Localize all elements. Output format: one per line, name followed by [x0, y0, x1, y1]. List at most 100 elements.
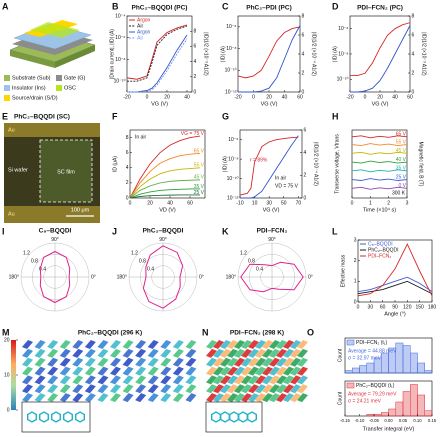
polar-grid [151, 265, 175, 289]
molecule-ring [63, 411, 74, 423]
crystal-pattern [220, 375, 231, 385]
crystal-pattern [248, 384, 259, 394]
molecule-inset [205, 401, 263, 433]
y2-tick-label: 6 [412, 32, 415, 38]
angle-label: 90° [51, 237, 59, 243]
x-tick-label: 2 [387, 200, 390, 206]
crystal-pattern [290, 375, 301, 385]
crystal-pattern [147, 375, 159, 385]
y-axis-label: Count [337, 391, 343, 405]
colorbar-tick-label: 0 [7, 407, 10, 413]
y-tick-label: 10⁻⁶ [115, 35, 125, 41]
x-tick-label: 0 [364, 94, 367, 100]
series-line [351, 151, 408, 155]
crystal-pattern [22, 366, 33, 376]
crystal-pattern [172, 348, 184, 358]
micrograph [4, 123, 100, 223]
crystal-pattern [227, 340, 238, 349]
crystal-pattern [290, 357, 301, 367]
crystal-pattern [241, 375, 252, 385]
molecule-ring [51, 411, 61, 423]
crystal-pattern [283, 384, 294, 394]
panel-title: C₈–BQQDI [39, 228, 72, 235]
crystal-pattern [283, 357, 294, 367]
crystal-pattern [135, 366, 147, 376]
y-tick-label: 10⁻¹² [225, 89, 237, 95]
polar-grid [20, 242, 90, 312]
series-line [129, 135, 201, 199]
crystal-pattern [220, 340, 231, 349]
legend-label: PhC₂–BQQDI (t₁) [356, 383, 395, 389]
y-axis-label: Transverse voltage, Vtrans [334, 134, 340, 194]
x-axis-label: VG (V) [151, 101, 168, 107]
crystal-pattern [97, 348, 109, 358]
r-tick-label: 0.8 [31, 258, 38, 264]
molecule-ring [246, 411, 257, 423]
crystal-pattern [160, 384, 172, 394]
crystal-pattern [283, 348, 294, 358]
crystal-pattern [22, 375, 33, 385]
crystal-pattern [34, 340, 46, 349]
x-tick-label: 10 [252, 200, 258, 206]
crystal-pattern [84, 340, 96, 349]
crystal-pattern [72, 340, 84, 349]
crystal-pattern [290, 366, 301, 376]
crystal-pattern [213, 340, 224, 349]
crystal-pattern [248, 340, 259, 349]
r-tick-label: 1.2 [131, 250, 138, 256]
x-tick-label: 60 [380, 304, 386, 310]
crystal-pattern [122, 393, 134, 403]
crystal-pattern [110, 366, 121, 376]
series-line [351, 135, 408, 139]
crystal-pattern [262, 375, 273, 385]
crystal-pattern [110, 340, 121, 349]
legend-swatch [346, 382, 355, 389]
colorbar-tick-label: 20 [4, 337, 10, 343]
legend-label: PhC₂–BQQDI [368, 247, 399, 253]
histogram-bar [388, 408, 396, 417]
crystal-pattern [290, 348, 301, 358]
crystal-pattern [22, 348, 33, 358]
series-line [127, 34, 188, 93]
crystal-pattern [269, 348, 280, 358]
crystal-pattern [283, 340, 294, 349]
y-tick-label: 0 [126, 195, 129, 201]
crystal-pattern [255, 366, 266, 376]
crystal-pattern [59, 340, 71, 349]
y-axis-label: ID (μA) [112, 156, 118, 172]
y2-tick-label: 4 [194, 59, 197, 65]
legend-label: PDI–FCN₂ [368, 253, 391, 259]
angle-label: 90° [268, 237, 276, 243]
crystal-pattern [269, 366, 280, 376]
crystal-pattern [262, 393, 273, 403]
crystal-pattern [122, 366, 134, 376]
polar-grid [128, 242, 198, 312]
series-line [350, 25, 411, 93]
crystal-pattern [262, 348, 273, 358]
panel-letter: N [202, 327, 209, 337]
crystal-pattern [84, 357, 96, 367]
crystal-pattern [47, 340, 59, 349]
annotation: σ = 32.97 meV [348, 355, 382, 361]
polar-grid [32, 254, 78, 300]
y-tick-label: 10⁻¹² [227, 195, 239, 201]
panel-letter: J [112, 226, 117, 236]
crystal-pattern [122, 348, 134, 358]
legend-swatch [56, 85, 62, 91]
x-axis-label: VG (V) [261, 101, 278, 107]
histogram-bar [424, 410, 433, 417]
legend-label: Air [137, 35, 143, 41]
crystal-pattern [84, 366, 96, 376]
y2-tick-label: 0 [302, 89, 305, 95]
r-tick-label: 0.8 [139, 258, 146, 264]
series-label: 25 V [396, 174, 407, 180]
crystal-pattern [297, 340, 308, 349]
angle-label: 0° [91, 274, 96, 280]
crystal-pattern [283, 375, 294, 385]
x-axis-label: VG (V) [263, 207, 280, 213]
crystal-pattern [269, 384, 280, 394]
crystal-pattern [269, 340, 280, 349]
y-tick-label: 6 [126, 150, 129, 156]
y-tick-label: 3 [354, 237, 357, 243]
panel-title: PhC₂–BQQDI [143, 228, 184, 235]
